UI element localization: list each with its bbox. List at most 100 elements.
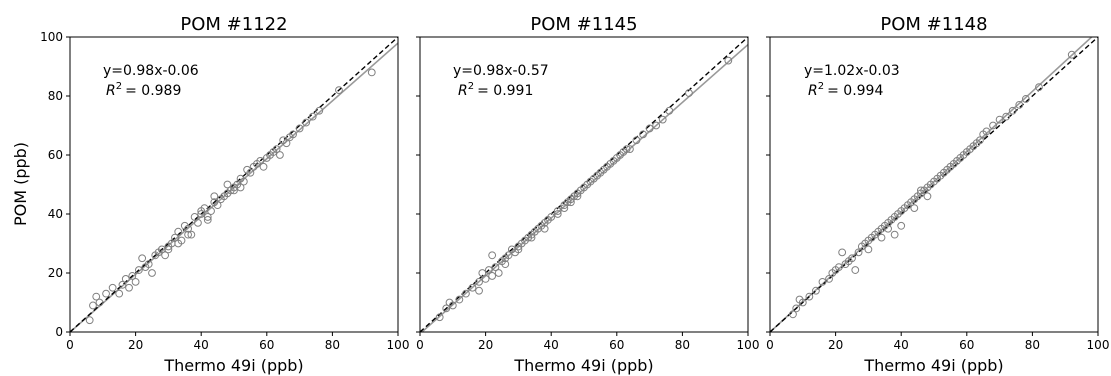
data-point — [897, 221, 906, 230]
data-point — [501, 260, 510, 269]
data-point — [976, 136, 984, 145]
data-point — [1002, 112, 1011, 121]
x-tick-label: 80 — [1025, 338, 1040, 352]
data-point — [540, 224, 549, 233]
data-point — [818, 277, 827, 286]
x-tick-label: 20 — [828, 338, 843, 352]
x-axis-label: Thermo 49i (ppb) — [163, 356, 303, 375]
data-point — [488, 272, 497, 280]
data-point — [236, 183, 245, 192]
x-tick-label: 40 — [894, 338, 909, 352]
data-point — [213, 201, 222, 210]
data-point — [134, 266, 143, 274]
data-point — [639, 130, 647, 139]
y-tick-label: 60 — [48, 148, 63, 162]
data-point — [838, 248, 847, 257]
data-point — [484, 266, 493, 274]
panel-title: POM #1122 — [180, 14, 287, 35]
r-squared-symbol: R — [458, 83, 468, 99]
data-point — [468, 283, 477, 292]
data-point — [108, 283, 117, 292]
data-point — [573, 192, 582, 201]
panel-pom-1148: POM #1148 Thermo 49i (ppb) y=1.02x-0.03 … — [766, 14, 1109, 375]
data-point — [121, 275, 130, 283]
data-point — [197, 210, 206, 218]
data-point — [259, 162, 268, 171]
plot-frame — [69, 36, 399, 333]
data-point — [1067, 50, 1076, 59]
data-point — [1008, 106, 1017, 115]
data-point — [916, 186, 925, 195]
x-tick-label: 80 — [675, 338, 690, 352]
data-point — [923, 192, 932, 201]
data-point — [834, 263, 843, 272]
data-point — [239, 177, 248, 186]
panel-pom-1145: POM #1145 Thermo 49i (ppb) y=0.98x-0.57 … — [416, 14, 759, 375]
data-point — [289, 130, 297, 139]
data-point — [144, 260, 153, 269]
plot-frame — [419, 36, 749, 333]
x-tick-label: 100 — [387, 338, 410, 352]
data-point — [315, 106, 324, 115]
data-point — [632, 136, 641, 145]
data-point — [481, 275, 490, 283]
data-point — [1035, 83, 1043, 92]
data-point — [877, 233, 886, 242]
data-point — [462, 289, 470, 298]
r-squared-symbol: R — [808, 83, 818, 99]
data-point — [85, 316, 94, 325]
data-point — [92, 292, 101, 301]
data-point — [187, 230, 196, 239]
data-point — [890, 230, 899, 239]
r-squared-value: = 0.989 — [125, 83, 181, 99]
data-point — [335, 86, 343, 94]
x-tick-label: 40 — [544, 338, 559, 352]
data-point — [665, 106, 674, 115]
data-point — [812, 286, 820, 295]
y-tick-label: 100 — [40, 30, 63, 44]
x-tick-label: 0 — [416, 338, 424, 352]
data-point — [171, 233, 179, 242]
data-point — [203, 216, 212, 224]
data-point — [455, 295, 464, 304]
data-point — [910, 204, 919, 213]
data-point — [272, 145, 281, 154]
data-point — [102, 289, 110, 298]
data-point — [566, 198, 575, 207]
data-point — [560, 201, 569, 210]
data-point — [494, 269, 503, 277]
r-squared-exponent: 2 — [818, 81, 824, 92]
r-squared-annotation: R2 = 0.991 — [458, 81, 533, 99]
data-point — [207, 207, 215, 215]
data-point — [138, 254, 147, 263]
y-tick-label: 20 — [48, 266, 63, 280]
data-point — [246, 168, 255, 177]
data-point — [652, 121, 661, 130]
data-point — [295, 124, 304, 133]
data-point — [553, 207, 562, 215]
plot-frame — [769, 36, 1099, 333]
data-point — [553, 210, 562, 218]
data-point — [118, 280, 127, 289]
data-point — [282, 139, 291, 148]
data-point — [1015, 100, 1024, 109]
y-tick-label: 40 — [48, 207, 63, 221]
r-squared-annotation: R2 = 0.994 — [808, 81, 883, 99]
plot-area — [770, 37, 1098, 332]
data-point — [851, 266, 860, 274]
r-squared-symbol: R — [106, 83, 116, 99]
data-point — [789, 310, 797, 319]
data-point — [478, 269, 487, 277]
plot-area — [420, 37, 748, 332]
x-tick-label: 40 — [194, 338, 209, 352]
data-point — [197, 207, 206, 215]
x-axis-label: Thermo 49i (ppb) — [513, 356, 653, 375]
x-tick-label: 20 — [478, 338, 493, 352]
data-point — [435, 313, 444, 322]
data-point — [184, 224, 192, 233]
data-point — [884, 224, 892, 233]
data-point — [308, 112, 317, 121]
data-point — [475, 277, 483, 286]
data-point — [115, 289, 124, 298]
